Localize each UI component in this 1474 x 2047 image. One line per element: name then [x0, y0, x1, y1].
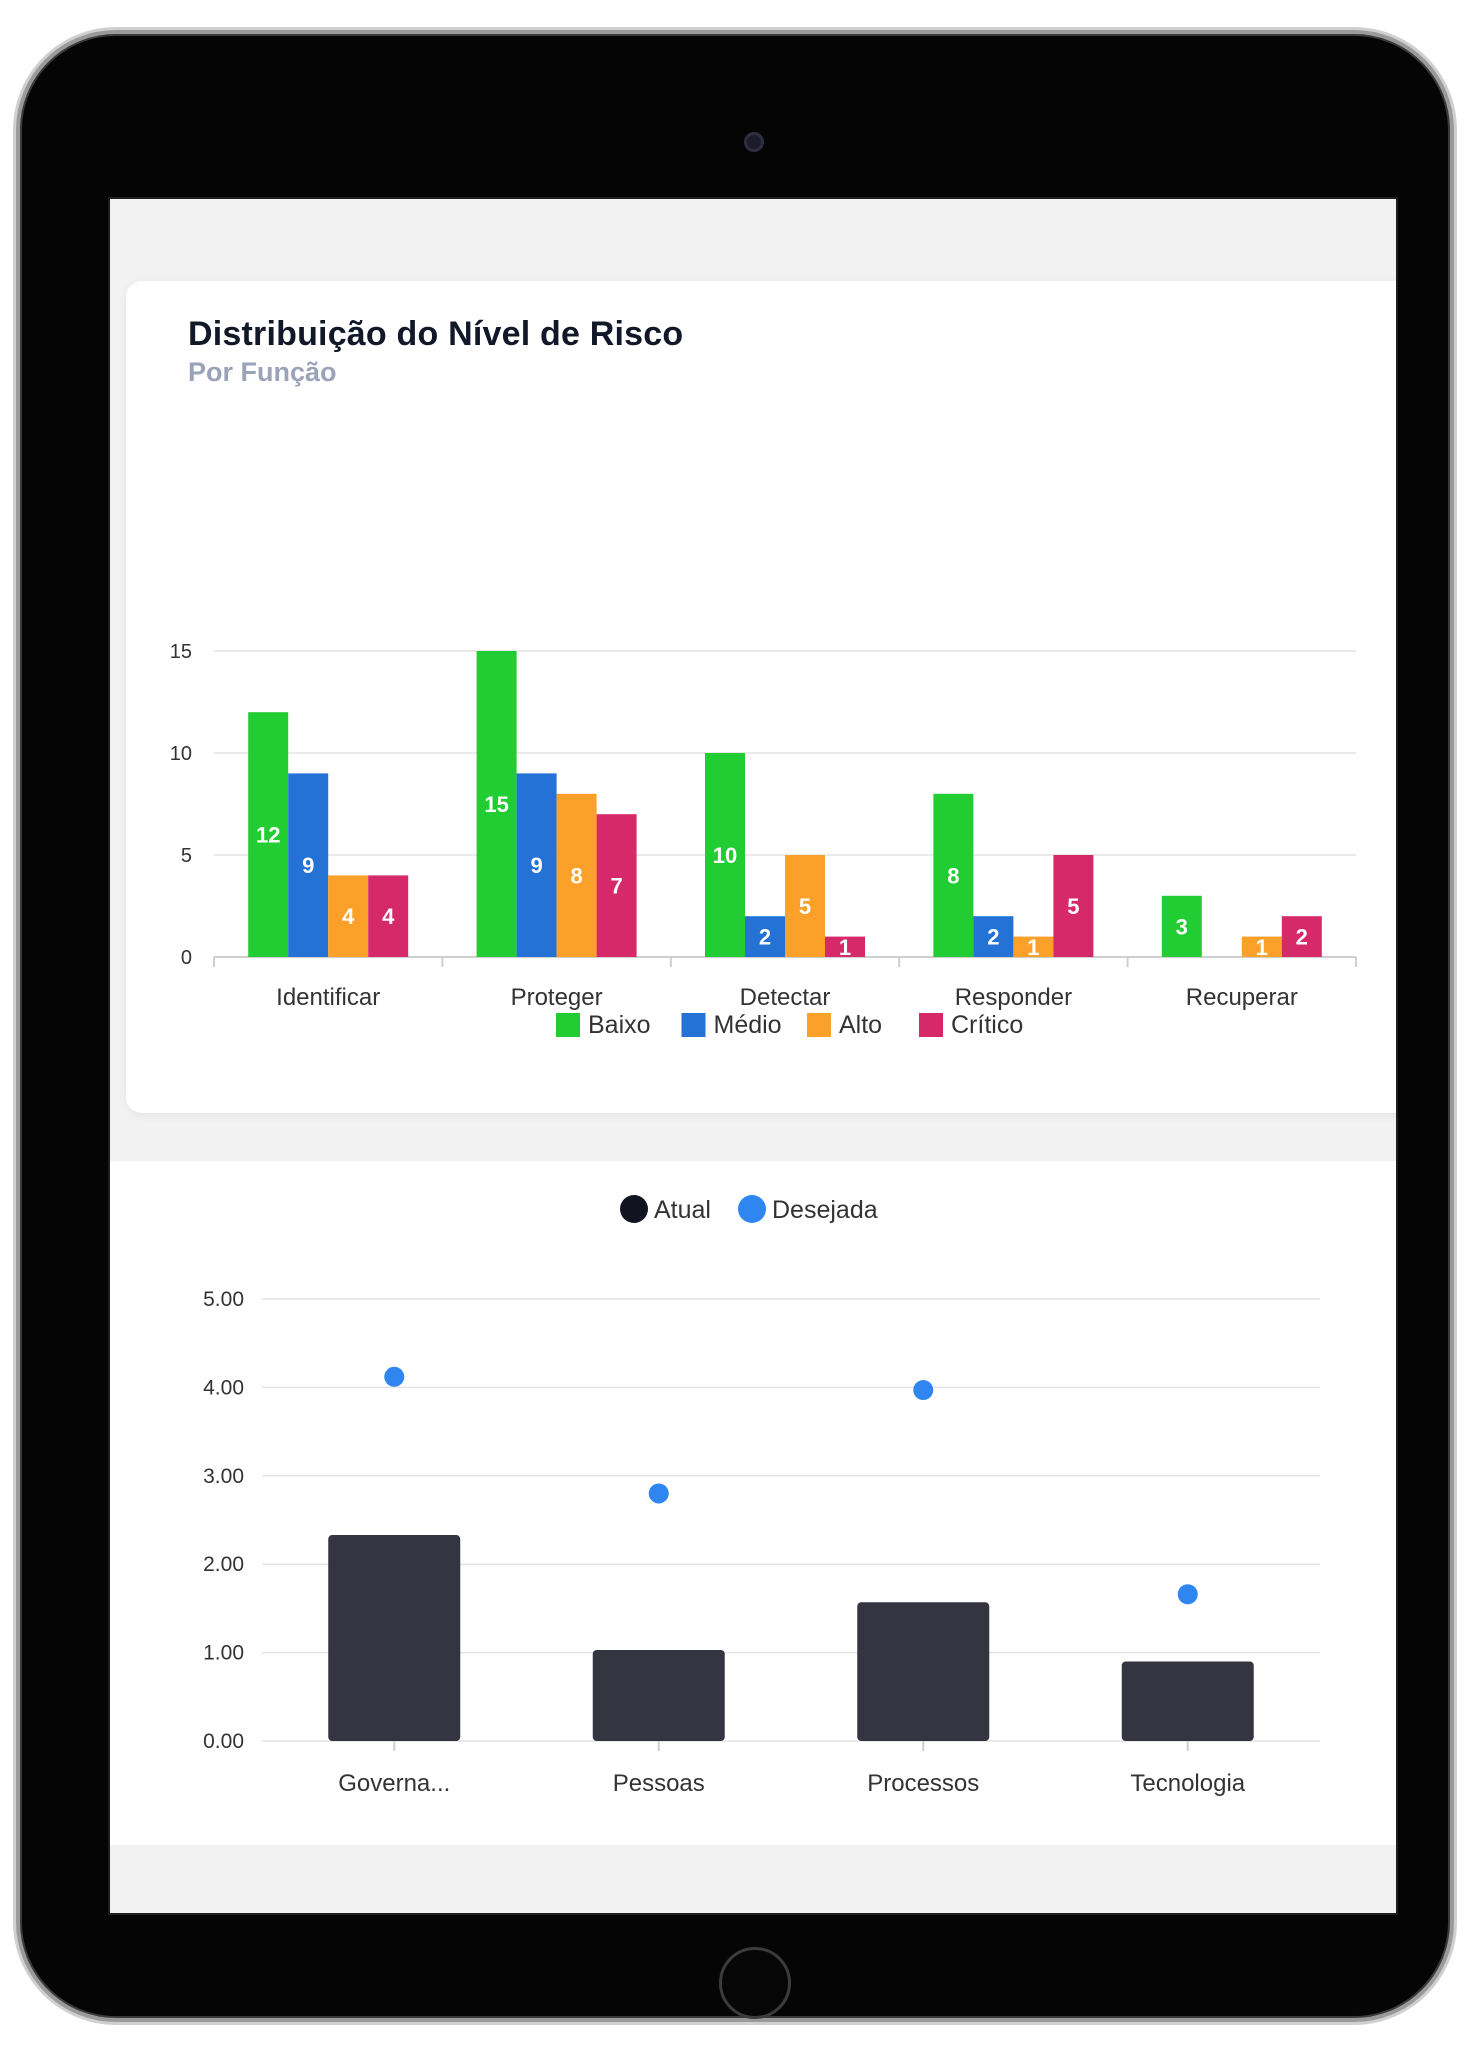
- x-tick-label-identificar: Identificar: [276, 984, 380, 1011]
- bar-detectar-alto: [785, 855, 825, 957]
- card-title: Distribuição do Nível de Risco: [188, 315, 684, 353]
- camera-lens: [744, 132, 764, 152]
- data-label-identificar-critico: 4: [382, 904, 395, 929]
- bar-responder-alto: [1013, 936, 1054, 957]
- maturity-card: 0.00 1.00 2.00 3.00 4.00 5.00 Governa... Pessoa…: [110, 1161, 1396, 1845]
- bar-identificar-alto: [328, 875, 369, 957]
- y-tick-label-5: 5: [181, 845, 192, 867]
- legend-label-baixo: Baixo: [588, 1011, 651, 1039]
- bar-atual-governa: [328, 1535, 461, 1741]
- bar-detectar-baixo: [705, 753, 745, 957]
- bar-atual-tecnologia: [1121, 1661, 1254, 1741]
- x-tick-label-responder: Responder: [955, 984, 1072, 1011]
- bar-proteger-critico: [596, 814, 637, 957]
- y-tick-label-3-00: 3.00: [203, 1465, 244, 1488]
- point-desejada-pessoas: [648, 1483, 669, 1504]
- data-label-identificar-alto: 4: [342, 904, 355, 929]
- y-tick-label-15: 15: [170, 641, 192, 663]
- bar-recuperar-critico: [1281, 916, 1322, 957]
- x-tick-label-processos: Processos: [867, 1770, 979, 1797]
- legend-swatch-atual: [620, 1195, 648, 1223]
- bar-identificar-medio: [288, 773, 329, 957]
- bar-responder-medio: [973, 916, 1014, 957]
- y-tick-label-4-00: 4.00: [203, 1376, 244, 1399]
- bar-proteger-baixo: [476, 651, 517, 957]
- tablet-screen: Distribuição do Nível de Risco Por Funçã…: [108, 197, 1398, 1915]
- tablet-frame: Distribuição do Nível de Risco Por Funçã…: [16, 30, 1454, 2022]
- data-label-identificar-baixo: 12: [256, 823, 280, 848]
- bar-recuperar-alto: [1241, 936, 1282, 957]
- bar-atual-pessoas: [592, 1649, 725, 1741]
- legend-swatch-baixo: [556, 1013, 580, 1037]
- point-desejada-tecnologia: [1177, 1584, 1198, 1605]
- legend-label-desejada: Desejada: [772, 1196, 878, 1224]
- bar-proteger-alto: [556, 793, 597, 957]
- bar-responder-baixo: [933, 793, 974, 957]
- legend-swatch-desejada: [738, 1195, 766, 1223]
- y-tick-label-2-00: 2.00: [203, 1553, 244, 1576]
- data-label-detectar-medio: 2: [759, 925, 771, 950]
- data-label-responder-baixo: 8: [947, 863, 959, 888]
- x-tick-label-governa: Governa...: [338, 1770, 450, 1797]
- x-tick-label-pessoas: Pessoas: [613, 1770, 705, 1797]
- data-label-detectar-alto: 5: [799, 894, 811, 919]
- maturity-bar-chart: 0.00 1.00 2.00 3.00 4.00 5.00 Governa... Pessoa…: [203, 1195, 1320, 1797]
- data-label-responder-alto: 1: [1027, 935, 1039, 960]
- bar-detectar-critico: [825, 936, 865, 957]
- bar-proteger-medio: [516, 773, 557, 957]
- data-label-proteger-medio: 9: [530, 853, 542, 878]
- data-label-detectar-critico: 1: [839, 935, 851, 960]
- data-label-recuperar-alto: 1: [1256, 935, 1268, 960]
- data-label-detectar-baixo: 10: [713, 843, 737, 868]
- data-label-recuperar-critico: 2: [1296, 925, 1308, 950]
- data-label-proteger-alto: 8: [570, 863, 582, 888]
- bar-recuperar-baixo: [1161, 895, 1202, 957]
- legend-swatch-medio: [681, 1013, 706, 1037]
- home-button[interactable]: [719, 1947, 791, 2019]
- risk-distribution-card: Distribuição do Nível de Risco Por Funçã…: [126, 281, 1396, 1113]
- x-tick-label-detectar: Detectar: [740, 984, 831, 1011]
- data-label-responder-medio: 2: [987, 925, 999, 950]
- bar-identificar-baixo: [248, 712, 289, 957]
- x-tick-label-tecnologia: Tecnologia: [1130, 1770, 1245, 1797]
- bar-atual-processos: [857, 1602, 990, 1741]
- legend-label-atual: Atual: [654, 1196, 711, 1224]
- data-label-responder-critico: 5: [1067, 894, 1079, 919]
- y-tick-label-5-00: 5.00: [203, 1288, 244, 1311]
- data-label-proteger-baixo: 15: [484, 792, 508, 817]
- point-desejada-governa: [384, 1366, 405, 1387]
- bar-detectar-medio: [745, 916, 785, 957]
- y-tick-label-0-00: 0.00: [203, 1730, 244, 1753]
- y-tick-label-1-00: 1.00: [203, 1642, 244, 1665]
- legend-swatch-alto: [807, 1013, 831, 1037]
- card-subtitle: Por Função: [188, 357, 337, 387]
- legend-swatch-critico: [919, 1013, 943, 1037]
- bar-identificar-critico: [368, 875, 409, 957]
- legend-label-alto: Alto: [839, 1011, 882, 1039]
- x-tick-label-proteger: Proteger: [511, 984, 603, 1011]
- bar-responder-critico: [1053, 855, 1094, 957]
- data-label-recuperar-baixo: 3: [1176, 914, 1188, 939]
- data-label-proteger-critico: 7: [610, 874, 622, 899]
- y-tick-label-10: 10: [170, 743, 192, 765]
- point-desejada-processos: [913, 1380, 934, 1401]
- x-tick-label-recuperar: Recuperar: [1186, 984, 1298, 1011]
- legend-label-medio: Médio: [714, 1011, 782, 1039]
- data-label-identificar-medio: 9: [302, 853, 314, 878]
- y-tick-label-0: 0: [181, 947, 192, 969]
- legend-label-critico: Crítico: [951, 1011, 1023, 1039]
